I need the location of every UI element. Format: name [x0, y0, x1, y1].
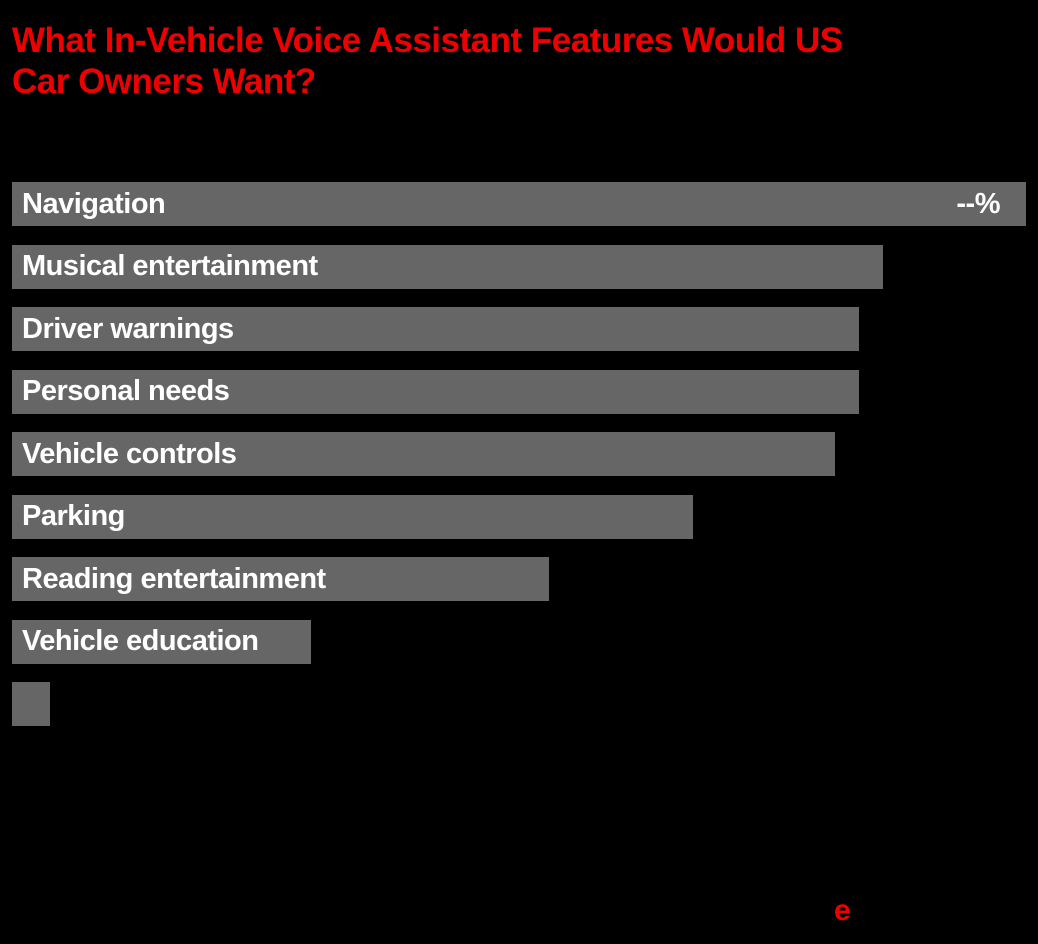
bar-value-label: --%: [956, 187, 1000, 220]
bar-row-parking: Parking: [12, 494, 694, 539]
bar-category-label: Personal needs: [22, 375, 230, 407]
bar-category-label: Vehicle controls: [22, 437, 237, 470]
chart-title-line-2: Car Owners Want?: [12, 62, 316, 101]
bar-row-personal-needs: Personal needs: [12, 369, 859, 414]
bar-chart: Navigation --% Musical entertainment Driver…: [12, 182, 1026, 742]
bar-row-vehicle-controls: Vehicle controls: [12, 432, 836, 476]
bar-row-unlabeled: [12, 682, 50, 726]
bar-row-musical-entertainment: Musical entertainment: [12, 244, 884, 289]
emarketer-logo-e-icon: e: [834, 894, 851, 927]
bar-row-vehicle-education: Vehicle education: [12, 619, 312, 664]
chart-title: What In-Vehicle Voice Assistant Features…: [12, 20, 1026, 102]
bar-category-label: Reading entertainment: [22, 562, 326, 595]
bar-row-driver-warnings: Driver warnings: [12, 307, 859, 351]
bar-category-label: Vehicle education: [22, 625, 259, 657]
chart-title-line-1: What In-Vehicle Voice Assistant Features…: [12, 21, 843, 60]
bar-row-navigation: Navigation --%: [12, 182, 1026, 226]
bar-category-label: Musical entertainment: [22, 250, 318, 282]
bar-category-label: Parking: [22, 500, 125, 532]
bar-category-label: Driver warnings: [22, 312, 234, 345]
bar-row-reading-entertainment: Reading entertainment: [12, 557, 550, 601]
bar-category-label: Navigation: [22, 187, 166, 220]
